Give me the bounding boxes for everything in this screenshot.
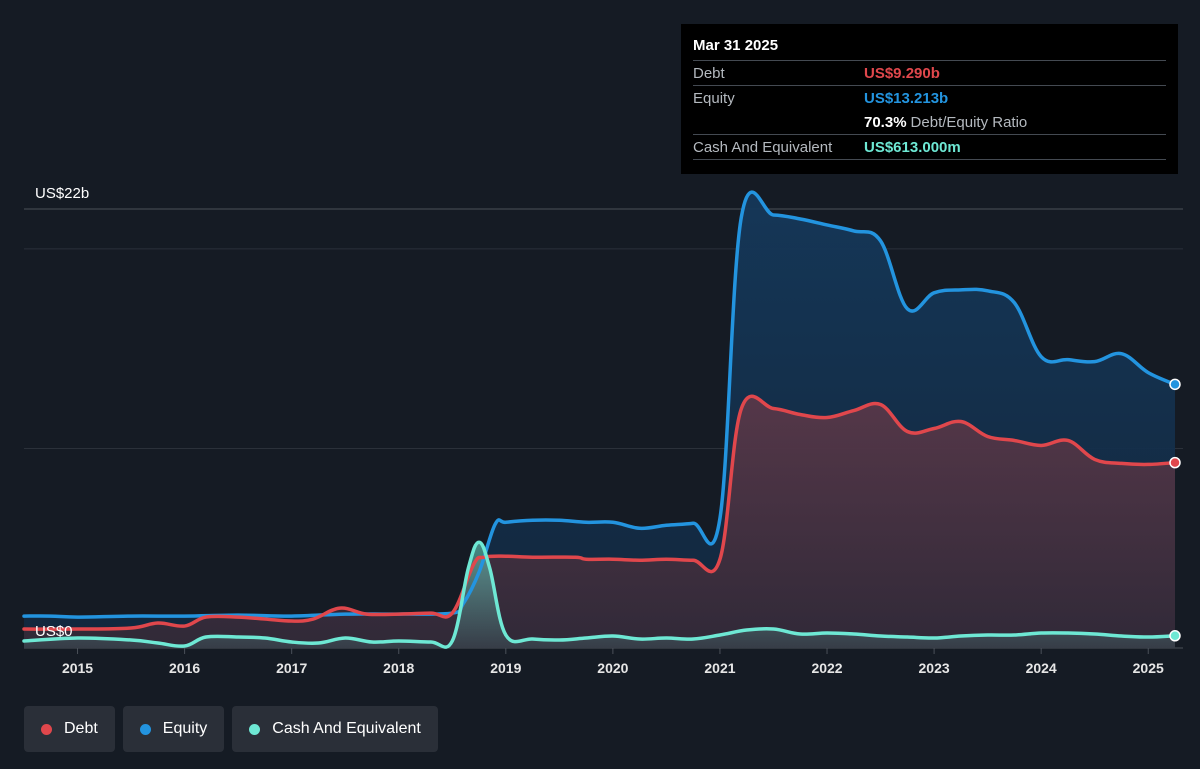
debt-end-dot <box>1169 456 1181 469</box>
equity-dot-icon <box>139 723 151 735</box>
debt-line <box>22 394 1177 631</box>
tooltip-debt-label: Debt <box>693 64 725 82</box>
cash-dot-icon <box>249 723 261 735</box>
series-areas <box>24 192 1175 648</box>
y-axis-top-label: US$22b <box>35 185 89 202</box>
tooltip-cash-label: Cash And Equivalent <box>693 138 833 156</box>
legend-debt-label: Debt <box>64 720 98 737</box>
tooltip-equity-label: Equity <box>693 89 735 107</box>
series-end-dots <box>1169 378 1181 642</box>
x-tick-label: 2017 <box>276 660 307 676</box>
tooltip-equity-value: US$13.213b <box>864 89 949 107</box>
legend-item-debt[interactable]: Debt <box>24 706 115 752</box>
x-tick-label: 2019 <box>490 660 521 676</box>
x-tick-label: 2024 <box>1026 660 1057 676</box>
debt-area <box>24 396 1175 648</box>
legend-item-cash[interactable]: Cash And Equivalent <box>232 706 438 752</box>
cash-area <box>24 542 1175 648</box>
series-lines <box>22 190 1177 649</box>
x-tick-label: 2018 <box>383 660 414 676</box>
x-tick-label: 2022 <box>811 660 842 676</box>
tooltip-ratio-value: 70.3% <box>864 113 907 131</box>
tooltip-date: Mar 31 2025 <box>693 37 779 54</box>
tooltip-panel: Mar 31 2025 Debt US$9.290b Equity US$13.… <box>681 24 1178 174</box>
cash-end-dot <box>1169 630 1181 642</box>
debt-dot-icon <box>41 723 52 735</box>
cash-line <box>22 540 1177 649</box>
x-tick-label: 2021 <box>704 660 735 676</box>
x-tick-label: 2020 <box>597 660 628 676</box>
tooltip-row-equity: Equity US$13.213b <box>693 85 1166 110</box>
legend-item-equity[interactable]: Equity <box>122 706 225 752</box>
tooltip-row-ratio: 70.3% Debt/Equity Ratio <box>693 110 1166 134</box>
x-tick-label: 2015 <box>62 660 93 676</box>
x-tick-label: 2025 <box>1133 660 1164 676</box>
x-axis-ticks: 2015 2016 2017 2018 2019 2020 2021 2022 2023 2024… <box>62 648 1164 676</box>
tooltip-row-cash: Cash And Equivalent US$613.000m <box>693 134 1166 160</box>
tooltip-cash-value: US$613.000m <box>864 138 961 156</box>
y-axis-bottom-label: US$0 <box>35 623 73 640</box>
tooltip-ratio-label: Debt/Equity Ratio <box>910 113 1028 131</box>
legend-equity-label: Equity <box>162 720 208 737</box>
x-tick-label: 2016 <box>169 660 200 676</box>
legend-cash-label: Cash And Equivalent <box>272 720 421 737</box>
tooltip-row-debt: Debt US$9.290b <box>693 60 1166 85</box>
legend: Debt Equity Cash And Equivalent <box>24 706 438 752</box>
x-tick-label: 2023 <box>919 660 950 676</box>
tooltip-debt-value: US$9.290b <box>864 64 940 82</box>
equity-end-dot <box>1169 378 1181 391</box>
